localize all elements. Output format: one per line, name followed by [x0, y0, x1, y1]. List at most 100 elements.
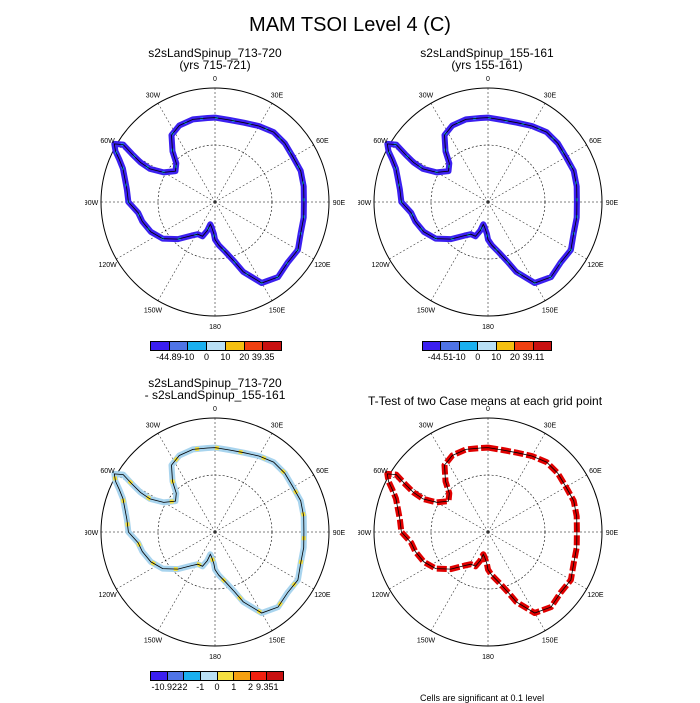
- significance-footnote: Cells are significant at 0.1 level: [420, 693, 545, 703]
- legend-label: 39.11: [522, 352, 545, 362]
- longitude-label: 30W: [146, 423, 161, 430]
- meridian-line: [430, 201, 489, 301]
- panel-1-title-line2: (yrs 715-721): [179, 58, 251, 72]
- longitude-label: 30E: [271, 423, 284, 430]
- panel-2-title-line1: s2sLandSpinup_155-161: [420, 46, 554, 60]
- panel-4-title-line1: T-Test of two Case means at each grid po…: [367, 394, 603, 408]
- legend-label: 10: [491, 352, 502, 362]
- legend-label: -10: [452, 352, 466, 362]
- coastal-soil-temperature-band: [384, 114, 580, 286]
- map-case1: 0 30E 60E 90E 120E 150E 180 150W 120W 90W 60W 30W: [85, 76, 345, 330]
- meridian-line: [487, 531, 587, 590]
- longitude-label: 90W: [358, 200, 372, 207]
- meridian-line: [116, 531, 216, 590]
- significant-cells: [384, 444, 580, 616]
- meridian-line: [487, 144, 587, 203]
- longitude-label: 120E: [587, 262, 604, 269]
- longitude-label: 90E: [606, 200, 618, 207]
- difference-band: [111, 444, 307, 616]
- panel-2-title: s2sLandSpinup_155-161 (yrs 155-161): [362, 47, 612, 71]
- legend-swatch: [459, 342, 479, 350]
- legend-diff: [150, 671, 284, 681]
- positive-difference-cells: [111, 445, 306, 616]
- legend-swatch: [217, 672, 235, 680]
- meridian-line: [487, 103, 546, 203]
- legend-label: 9.351: [255, 682, 279, 692]
- longitude-label: 60E: [589, 138, 602, 145]
- longitude-label: 120E: [314, 592, 331, 599]
- meridian-line: [214, 201, 314, 260]
- longitude-label: 60E: [589, 468, 602, 475]
- legend-swatch: [151, 342, 170, 350]
- meridian-line: [487, 201, 587, 260]
- meridian-line: [157, 201, 216, 301]
- meridian-line: [430, 103, 489, 203]
- meridian-line: [487, 531, 546, 631]
- panel-3-title-line2: - s2sLandSpinup_155-161: [144, 388, 286, 402]
- meridian-line: [214, 531, 273, 631]
- meridian-line: [214, 201, 273, 301]
- coastal-warm-cells: [113, 116, 305, 285]
- legend-swatch: [184, 672, 201, 680]
- antarctica-coastline: [113, 117, 305, 284]
- legend-label: -10.922: [151, 682, 183, 692]
- legend-label: 0: [214, 682, 220, 692]
- longitude-label: 90E: [333, 530, 345, 537]
- main-title: MAM TSOI Level 4 (C): [249, 14, 451, 36]
- longitude-label: 60W: [373, 138, 388, 145]
- antarctica-coastline: [113, 447, 305, 614]
- legend-swatch: [423, 342, 442, 350]
- longitude-label: 150W: [144, 637, 163, 644]
- longitude-label: 180: [482, 654, 494, 660]
- legend-label: -10: [181, 352, 195, 362]
- legend-swatch: [496, 342, 516, 350]
- legend-swatch: [200, 672, 218, 680]
- meridian-line: [214, 433, 273, 533]
- longitude-label: 90E: [333, 200, 345, 207]
- longitude-label: 90W: [358, 530, 372, 537]
- panel-3-title: s2sLandSpinup_713-720 - s2sLandSpinup_15…: [90, 377, 340, 401]
- longitude-label: 60W: [100, 138, 115, 145]
- meridian-line: [214, 474, 314, 533]
- meridian-line: [430, 531, 489, 631]
- legend-swatch: [515, 342, 534, 350]
- legend-swatch: [533, 342, 551, 350]
- legend-swatch: [244, 342, 264, 350]
- meridian-line: [214, 531, 314, 590]
- longitude-label: 90E: [606, 530, 618, 537]
- meridian-line: [214, 103, 273, 203]
- longitude-label: 60W: [373, 468, 388, 475]
- map-diff: 0 30E 60E 90E 120E 150E 180 150W 120W 90W 60W 30W: [85, 406, 345, 660]
- coastal-soil-temperature-band: [111, 114, 307, 286]
- panel-1-title: s2sLandSpinup_713-720 (yrs 715-721): [90, 47, 340, 71]
- longitude-label: 0: [213, 406, 217, 413]
- longitude-label: 180: [482, 324, 494, 330]
- panel-2-title-line2: (yrs 155-161): [451, 58, 523, 72]
- legend-label: 0: [204, 352, 210, 362]
- longitude-label: 30W: [146, 93, 161, 100]
- meridian-line: [487, 433, 546, 533]
- legend-swatch: [250, 672, 268, 680]
- legend-swatch: [169, 342, 189, 350]
- longitude-label: 120W: [371, 262, 390, 269]
- legend-swatch: [234, 672, 251, 680]
- legend-swatch: [167, 672, 185, 680]
- longitude-label: 30E: [544, 93, 557, 100]
- meridian-line: [389, 531, 489, 590]
- legend-swatch: [207, 342, 226, 350]
- longitude-label: 120W: [371, 592, 390, 599]
- legend-label: 1: [231, 682, 237, 692]
- legend-label: 2: [247, 682, 254, 692]
- longitude-label: 150W: [417, 637, 436, 644]
- meridian-line: [157, 531, 216, 631]
- longitude-label: 60E: [316, 468, 329, 475]
- legend-swatch: [478, 342, 497, 350]
- longitude-label: 90W: [85, 200, 99, 207]
- meridian-line: [157, 433, 216, 533]
- longitude-label: 120W: [98, 262, 117, 269]
- longitude-label: 150E: [542, 637, 559, 644]
- coastal-warm-cells: [386, 116, 578, 285]
- longitude-label: 0: [486, 406, 490, 413]
- longitude-label: 30E: [271, 93, 284, 100]
- longitude-label: 120W: [98, 592, 117, 599]
